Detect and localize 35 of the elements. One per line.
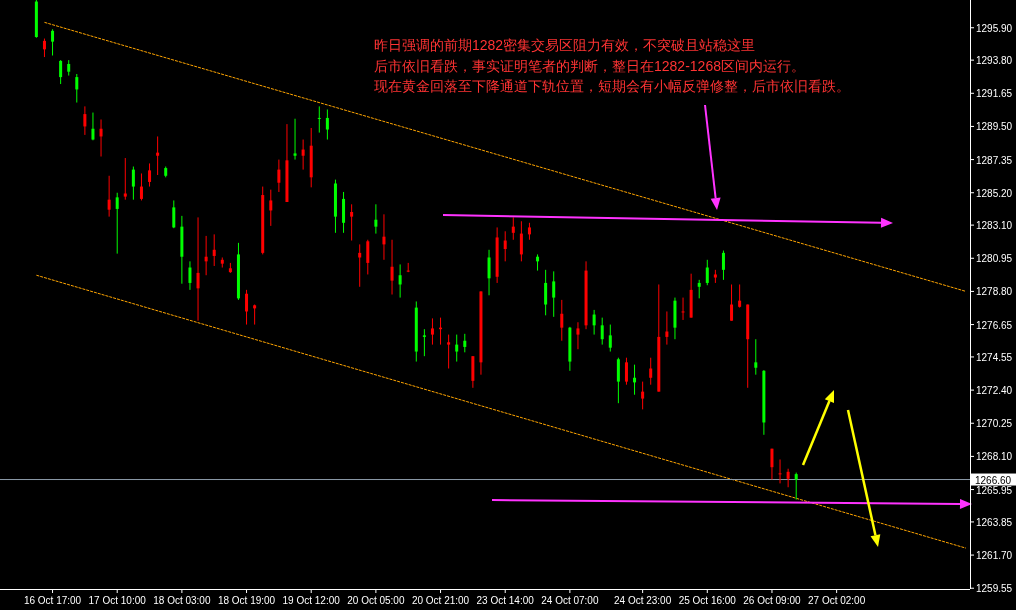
y-tick-label: 1295.90 (976, 22, 1013, 34)
y-tick-label: 1293.80 (976, 55, 1013, 67)
y-tick-label: 1259.55 (976, 583, 1013, 595)
x-tick-label: 17 Oct 10:00 (88, 595, 147, 606)
y-tick-label: 1278.80 (976, 286, 1013, 298)
y-tick-label: 1285.20 (976, 187, 1013, 199)
x-tick-label: 19 Oct 12:00 (282, 595, 341, 606)
y-tick-label: 1283.10 (976, 220, 1013, 232)
x-tick-label: 24 Oct 23:00 (613, 595, 672, 606)
y-tick-label: 1274.55 (976, 351, 1013, 363)
y-tick-label: 1287.35 (976, 154, 1013, 166)
y-tick-label: 1270.25 (976, 418, 1013, 430)
annotation: 现在黄金回落至下降通道下轨位置，短期会有小幅反弹修整，后市依旧看跌。 (374, 78, 850, 94)
y-tick-label: 1268.10 (976, 451, 1013, 463)
x-tick-label: 18 Oct 03:00 (153, 595, 211, 606)
x-tick-label: 25 Oct 16:00 (678, 595, 737, 606)
y-tick-label: 1280.95 (976, 253, 1013, 265)
x-tick-label: 27 Oct 02:00 (807, 595, 866, 606)
x-tick-label: 24 Oct 07:00 (541, 595, 599, 606)
annotation: 昨日强调的前期1282密集交易区阻力有效，不突破且站稳这里 (374, 37, 756, 53)
x-tick-label: 18 Oct 19:00 (217, 595, 276, 606)
x-tick-label: 26 Oct 09:00 (743, 595, 802, 606)
y-tick-label: 1272.40 (976, 385, 1013, 397)
y-tick-label: 1261.70 (976, 550, 1013, 562)
y-tick-label: 1276.65 (976, 319, 1013, 331)
x-tick-label: 20 Oct 21:00 (411, 595, 470, 606)
y-tick-label: 1289.50 (976, 121, 1013, 133)
y-tick-label: 1263.85 (976, 516, 1013, 528)
x-tick-label: 20 Oct 05:00 (347, 595, 405, 606)
x-tick-label: 23 Oct 14:00 (476, 595, 535, 606)
annotation: 后市依旧看跌，事实证明笔者的判断，整日在1282-1268区间内运行。 (374, 57, 805, 74)
y-tick-label: 1291.65 (976, 88, 1013, 100)
y-tick-label: 1265.95 (976, 484, 1013, 496)
x-tick-label: 16 Oct 17:00 (23, 595, 82, 606)
ref-line-label: 1266.60 (975, 474, 1012, 486)
